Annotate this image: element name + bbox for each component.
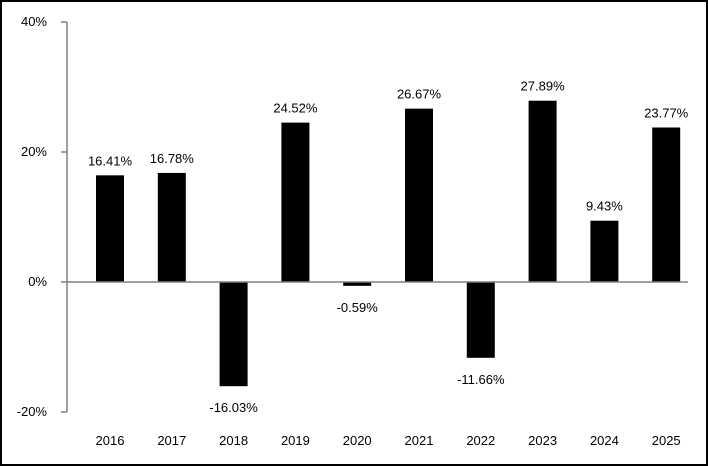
x-tick-label: 2020: [343, 433, 372, 448]
bar-2017: [157, 172, 186, 282]
data-label: -0.59%: [337, 300, 379, 315]
data-label: 23.77%: [644, 105, 689, 120]
x-tick-label: 2019: [281, 433, 310, 448]
x-tick-label: 2017: [157, 433, 186, 448]
data-label: -11.66%: [457, 372, 505, 387]
x-tick-label: 2016: [96, 433, 125, 448]
data-labels-group: 2016 16.41% 2017 16.78% 2018 -16.03% 2019 24.52…: [88, 79, 689, 448]
y-tick-label: -20%: [17, 404, 48, 419]
bar-2018: [219, 282, 248, 387]
y-tick-label: 20%: [21, 144, 47, 159]
bar-2021: [405, 108, 433, 283]
y-tick-label: 40%: [21, 14, 47, 29]
bars-group: [96, 100, 681, 387]
bar-2022: [466, 282, 495, 358]
data-label: 9.43%: [586, 199, 623, 214]
data-label: 24.52%: [273, 101, 318, 116]
x-tick-label: 2025: [652, 433, 681, 448]
x-tick-label: 2023: [528, 433, 557, 448]
x-tick-label: 2024: [590, 433, 619, 448]
axes-group: -20% 0% 20% 40%: [17, 14, 688, 419]
data-label: 27.89%: [521, 79, 566, 94]
bar-2019: [281, 122, 310, 283]
data-label: 26.67%: [397, 87, 442, 102]
y-tick-label: 0%: [28, 274, 47, 289]
x-tick-label: 2021: [405, 433, 434, 448]
bar-2025: [652, 127, 681, 283]
bar-2020: [343, 282, 372, 286]
data-label: -16.03%: [209, 400, 258, 415]
bar-2024: [590, 220, 619, 282]
x-tick-label: 2022: [466, 433, 495, 448]
data-label: 16.78%: [150, 151, 195, 166]
data-label: 16.41%: [88, 153, 133, 168]
bar-2023: [528, 100, 557, 282]
x-tick-label: 2018: [219, 433, 248, 448]
bar-2016: [96, 175, 124, 282]
